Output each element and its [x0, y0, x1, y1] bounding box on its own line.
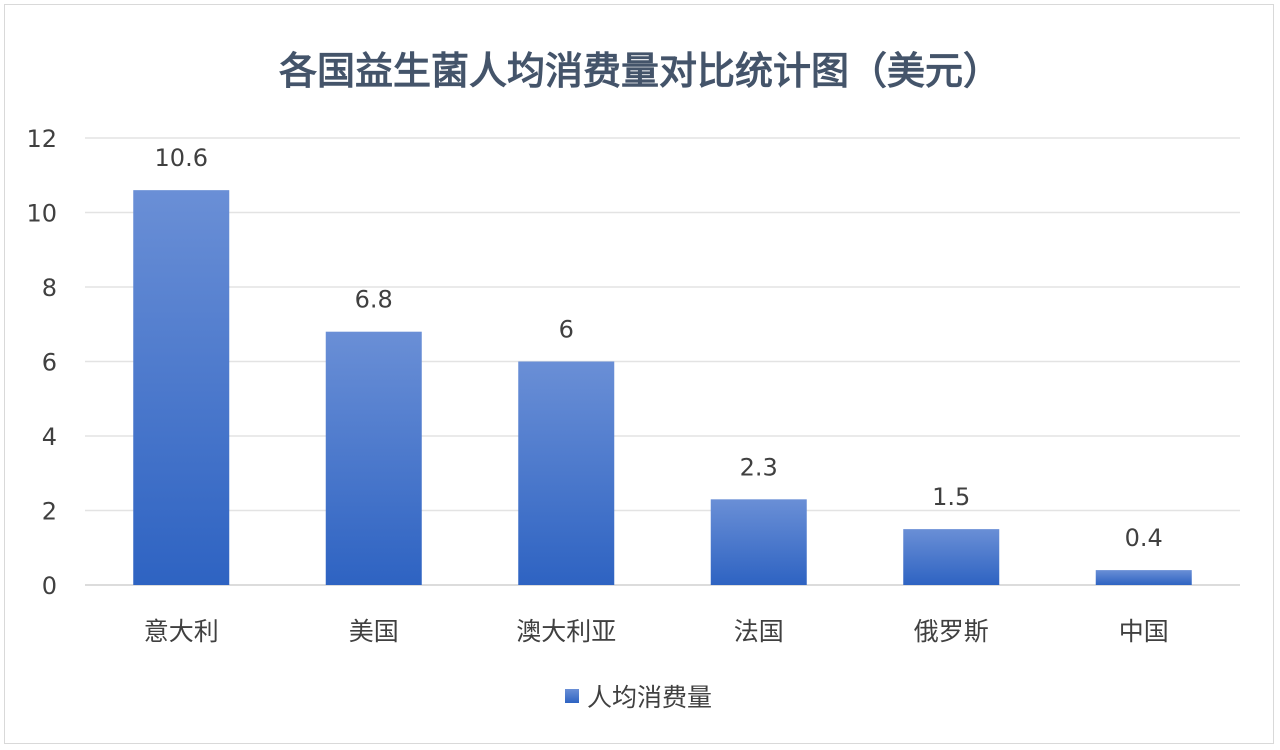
data-label: 6	[559, 316, 574, 344]
data-label: 10.6	[155, 144, 208, 172]
category-label: 法国	[734, 617, 784, 646]
category-label: 中国	[1119, 617, 1169, 646]
bar	[133, 190, 230, 585]
category-label: 俄罗斯	[914, 617, 989, 646]
bar	[518, 361, 615, 585]
y-tick-label: 12	[26, 125, 57, 153]
bar	[903, 529, 1000, 585]
y-tick-label: 4	[42, 423, 57, 451]
legend-label: 人均消费量	[587, 683, 712, 712]
category-label: 意大利	[144, 617, 219, 646]
y-tick-label: 6	[42, 349, 57, 377]
bar	[1095, 570, 1192, 585]
chart-title: 各国益生菌人均消费量对比统计图（美元）	[279, 49, 1001, 93]
bar	[325, 331, 422, 585]
data-label: 1.5	[932, 483, 970, 511]
category-label: 澳大利亚	[516, 617, 616, 646]
bar	[710, 499, 807, 585]
y-tick-label: 0	[42, 572, 57, 600]
legend-swatch	[565, 689, 579, 703]
data-label: 0.4	[1125, 524, 1163, 552]
y-tick-label: 8	[42, 274, 57, 302]
y-tick-label: 2	[42, 498, 57, 526]
data-label: 6.8	[355, 286, 393, 314]
data-label: 2.3	[740, 453, 778, 481]
y-tick-label: 10	[26, 200, 57, 228]
category-label: 美国	[349, 617, 399, 646]
